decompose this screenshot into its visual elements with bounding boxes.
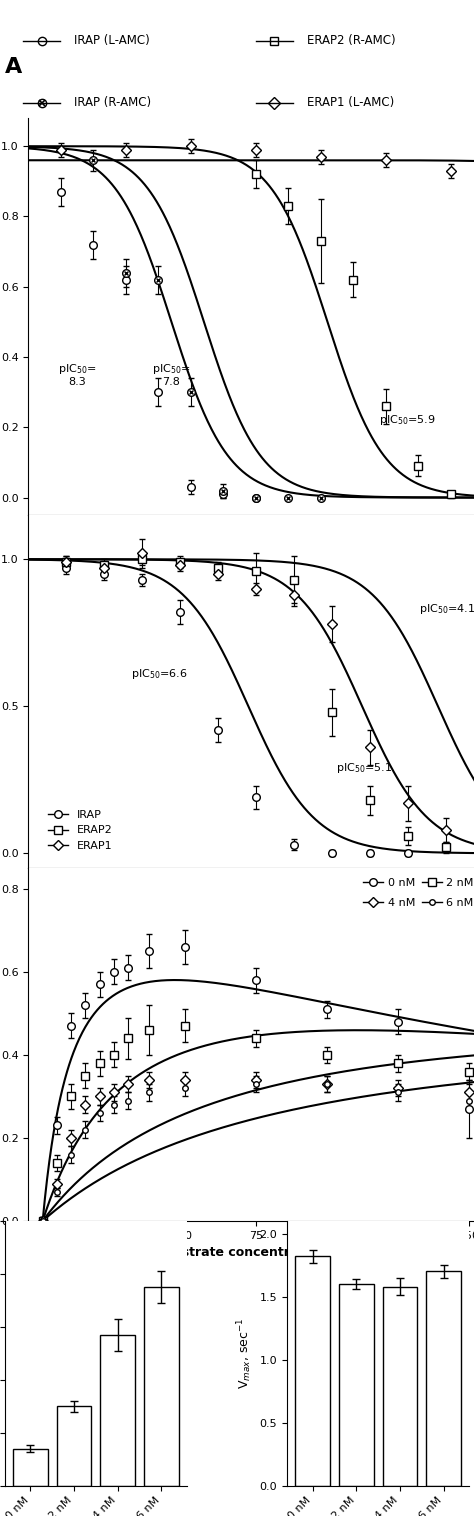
Bar — [144, 1287, 179, 1486]
Text: ERAP1 (L-AMC): ERAP1 (L-AMC) — [307, 96, 394, 109]
Text: pIC$_{50}$=
8.3: pIC$_{50}$= 8.3 — [58, 362, 97, 388]
Text: pIC$_{50}$=6.6: pIC$_{50}$=6.6 — [131, 667, 188, 681]
Text: pIC$_{50}$=4.1: pIC$_{50}$=4.1 — [419, 602, 474, 615]
Legend: 0 nM, 4 nM, 2 nM, 6 nM: 0 nM, 4 nM, 2 nM, 6 nM — [359, 873, 474, 913]
Text: pIC$_{50}$=5.1: pIC$_{50}$=5.1 — [336, 761, 392, 775]
Bar — [339, 1284, 374, 1486]
Text: pIC$_{50}$=5.9: pIC$_{50}$=5.9 — [380, 414, 436, 428]
Bar — [100, 1336, 135, 1486]
Text: A: A — [5, 56, 22, 77]
Y-axis label: V$_{max}$, sec$^{-1}$: V$_{max}$, sec$^{-1}$ — [236, 1317, 254, 1389]
X-axis label: Compound concentration, Log(M): Compound concentration, Log(M) — [138, 540, 374, 553]
Text: pIC$_{50}$=
7.8: pIC$_{50}$= 7.8 — [152, 362, 191, 388]
Bar — [383, 1287, 418, 1486]
Bar — [13, 1449, 48, 1486]
Bar — [295, 1257, 330, 1486]
Bar — [56, 1407, 91, 1486]
Text: IRAP (L-AMC): IRAP (L-AMC) — [74, 35, 150, 47]
Text: IRAP (R-AMC): IRAP (R-AMC) — [74, 96, 152, 109]
Bar — [426, 1272, 461, 1486]
Text: ERAP2 (R-AMC): ERAP2 (R-AMC) — [307, 35, 395, 47]
Legend: IRAP, ERAP2, ERAP1: IRAP, ERAP2, ERAP1 — [43, 805, 117, 855]
X-axis label: Substrate concentration, μM: Substrate concentration, μM — [155, 1246, 356, 1260]
X-axis label: Compound concentration, Log(M): Compound concentration, Log(M) — [138, 893, 374, 907]
